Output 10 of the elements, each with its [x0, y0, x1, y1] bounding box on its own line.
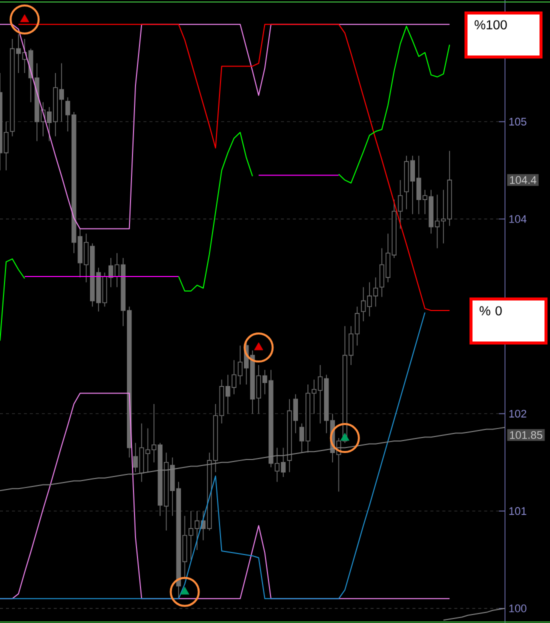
y-tick-label: 100 — [509, 604, 526, 612]
annotation: % 0 — [480, 306, 502, 316]
annotation: %100 — [474, 20, 507, 30]
text: 101.85 — [510, 431, 542, 439]
candlestick — [398, 180, 403, 230]
text: 104.4 — [510, 176, 536, 184]
y-tick-label: 102 — [509, 410, 526, 418]
y-tick-label: 101 — [509, 507, 526, 515]
y-tick-label: 104 — [509, 215, 526, 223]
y-tick-label: 105 — [509, 118, 526, 126]
